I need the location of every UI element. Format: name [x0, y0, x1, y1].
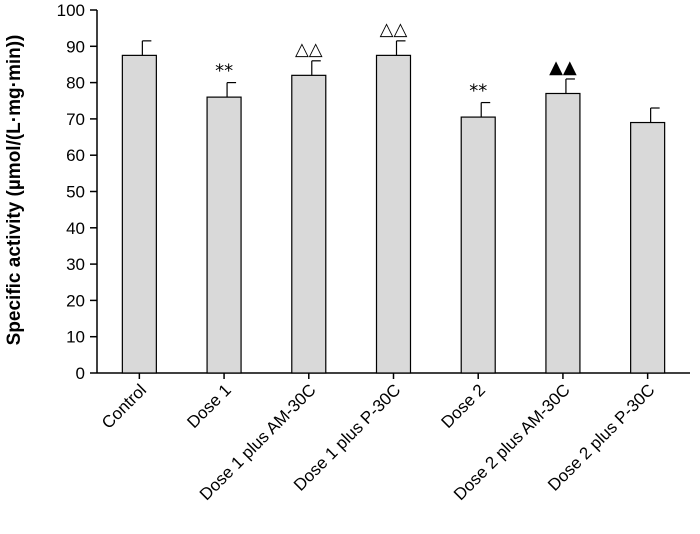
significance-label: ▲▲ — [549, 57, 577, 78]
y-tick-label: 70 — [66, 110, 85, 129]
y-axis-label: Specific activity (µmol/(L·mg·min)) — [4, 35, 25, 346]
y-tick-label: 80 — [66, 74, 85, 93]
y-tick-label: 40 — [66, 219, 85, 238]
bar — [630, 121, 666, 374]
y-tick-label: 20 — [66, 291, 85, 310]
bars: ** △△ △△ ** ▲▲ — [121, 19, 666, 374]
x-tick-label: Dose 2 — [438, 380, 490, 432]
y-tick-label: 50 — [66, 183, 85, 202]
bar — [121, 54, 157, 374]
axes: 0 10 20 30 40 50 60 70 80 90 100 — [57, 1, 690, 383]
y-tick-label: 30 — [66, 255, 85, 274]
bar — [291, 74, 327, 374]
y-tick-label: 100 — [57, 1, 85, 20]
x-tick-label: Dose 1 — [183, 380, 235, 432]
significance-label: ** — [469, 81, 487, 102]
y-tick-label: 0 — [76, 364, 85, 383]
x-tick-label: Control — [98, 380, 150, 432]
y-tick-label: 90 — [66, 37, 85, 56]
y-tick-label: 60 — [66, 146, 85, 165]
bar — [375, 54, 412, 374]
bar — [460, 116, 496, 374]
bar — [545, 92, 581, 374]
significance-label: ** — [215, 61, 233, 82]
y-tick-label: 10 — [66, 328, 85, 347]
bar — [206, 96, 242, 374]
significance-label: △△ — [380, 19, 408, 40]
significance-label: △△ — [295, 39, 323, 60]
